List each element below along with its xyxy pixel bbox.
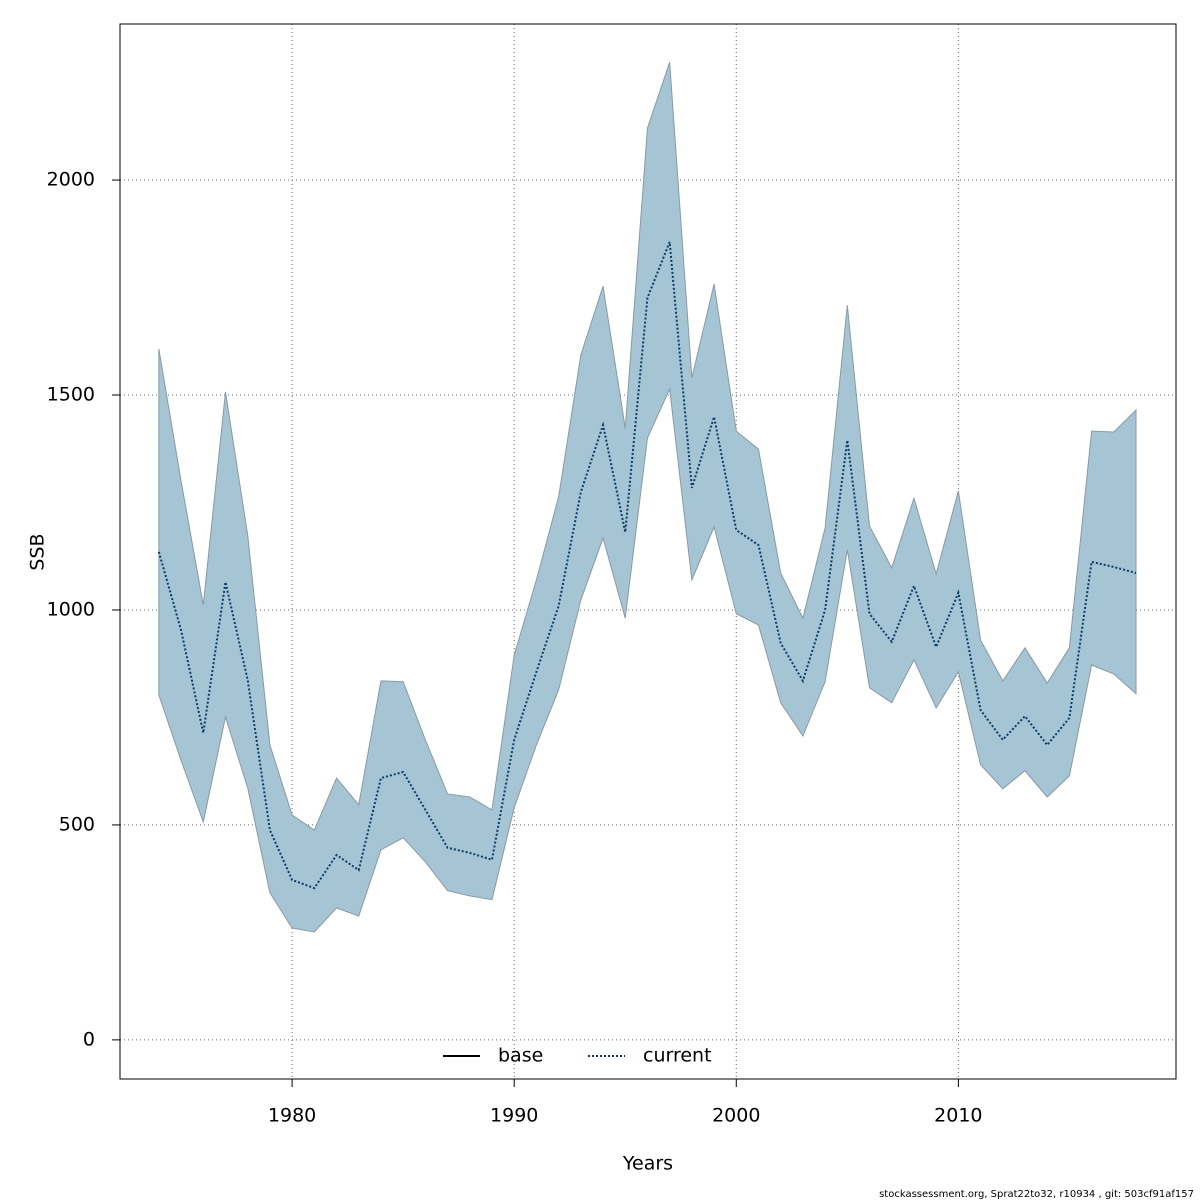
y-tick-label: 1500 [47, 384, 95, 406]
y-tick-label: 1000 [47, 598, 95, 620]
plot-frame [119, 23, 1177, 1080]
x-axis-label: Years [622, 1153, 673, 1175]
confidence-band [158, 62, 1137, 933]
series-line [157, 241, 1137, 890]
y-tick-label: 0 [83, 1028, 95, 1050]
x-tick-label: 1990 [490, 1105, 538, 1127]
legend-label: current [643, 1045, 712, 1067]
x-tick-label: 2010 [934, 1105, 982, 1127]
x-tick-label: 2000 [712, 1105, 760, 1127]
legend-label: base [498, 1045, 543, 1067]
y-tick-label: 500 [59, 813, 95, 835]
footer: stockassessment.org, Sprat22to32, r10934… [879, 1189, 1194, 1200]
x-tick-label: 1980 [268, 1105, 316, 1127]
y-tick-label: 2000 [47, 169, 95, 191]
y-axis-label: SSB [27, 533, 49, 570]
